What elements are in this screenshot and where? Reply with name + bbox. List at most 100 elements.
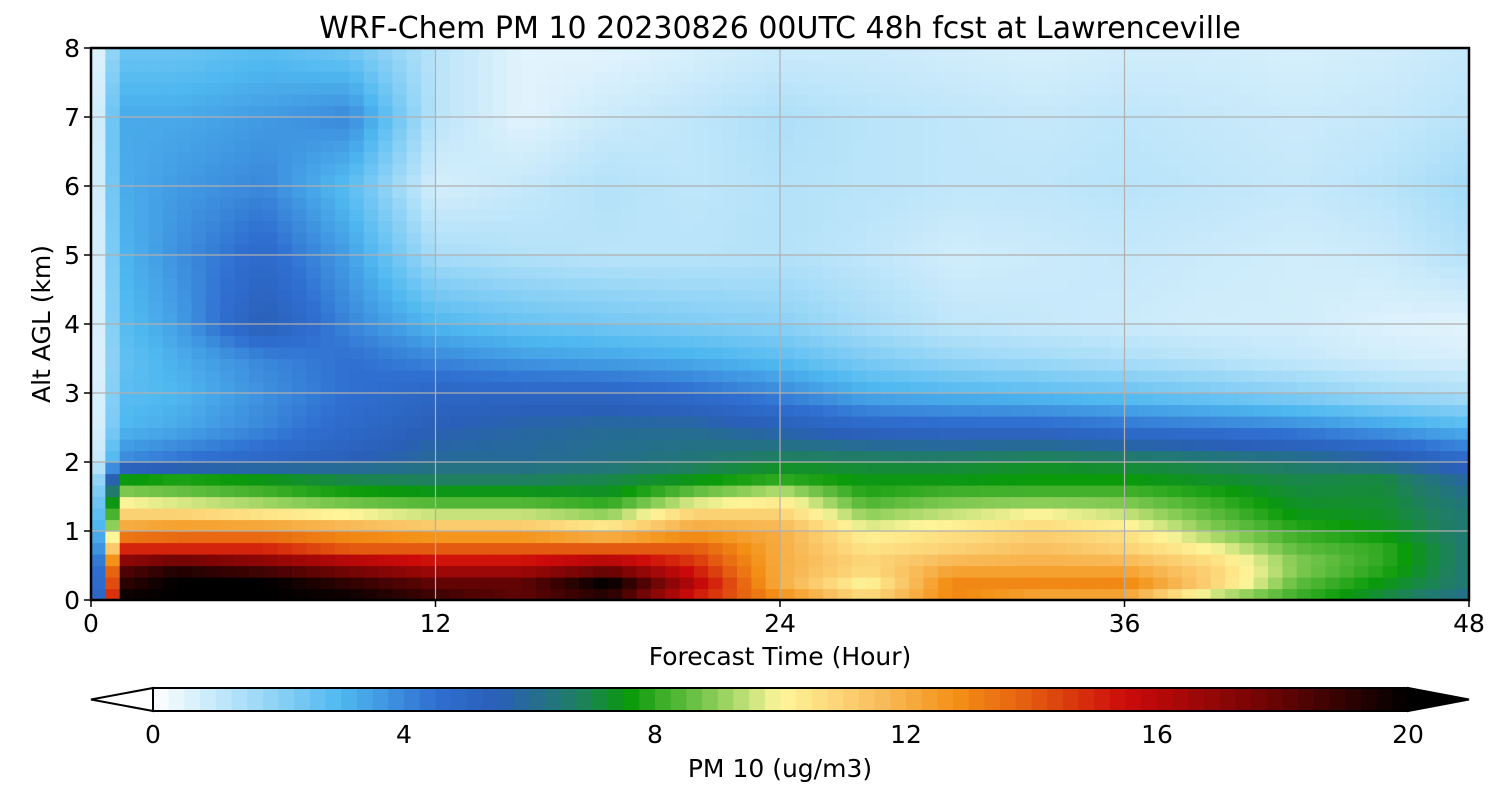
heatmap-cell (1067, 531, 1083, 544)
heatmap-cell (162, 508, 178, 521)
heatmap-cell (378, 370, 394, 383)
heatmap-cell (665, 588, 681, 601)
heatmap-cell (952, 450, 968, 463)
heatmap-cell (1454, 393, 1470, 406)
heatmap-cell (378, 278, 394, 291)
heatmap-cell (320, 174, 336, 187)
heatmap-cell (306, 94, 322, 107)
heatmap-cell (1454, 71, 1470, 84)
heatmap-cell (693, 301, 709, 314)
heatmap-cell (507, 243, 523, 256)
heatmap-cell (980, 473, 996, 486)
heatmap-cell (1024, 312, 1039, 325)
heatmap-cell (937, 140, 953, 153)
heatmap-cell (1181, 324, 1197, 337)
heatmap-cell (363, 554, 379, 567)
heatmap-cell (363, 588, 379, 601)
heatmap-cell (736, 531, 752, 544)
heatmap-cell (291, 174, 307, 187)
heatmap-cell (1110, 519, 1126, 532)
heatmap-cell (1311, 48, 1327, 61)
heatmap-cell (277, 151, 293, 164)
heatmap-cell (248, 508, 264, 521)
heatmap-cell (1397, 439, 1413, 452)
heatmap-cell (923, 220, 939, 233)
heatmap-cell (191, 220, 207, 233)
heatmap-cell (535, 439, 551, 452)
heatmap-cell (622, 82, 638, 95)
heatmap-cell (679, 174, 695, 187)
heatmap-cell (1024, 151, 1039, 164)
heatmap-cell (665, 48, 681, 61)
heatmap-cell (894, 404, 910, 417)
heatmap-cell (449, 71, 465, 84)
heatmap-cell (220, 565, 236, 578)
heatmap-cell (550, 117, 566, 130)
heatmap-cell (1110, 301, 1126, 314)
heatmap-cell (736, 255, 752, 268)
heatmap-cell (1224, 427, 1240, 440)
heatmap-cell (909, 358, 925, 371)
heatmap-cell (550, 301, 566, 314)
heatmap-cell (808, 48, 824, 61)
heatmap-cell (607, 439, 623, 452)
heatmap-cell (1196, 542, 1212, 555)
heatmap-cell (909, 220, 925, 233)
heatmap-cell (550, 347, 566, 360)
heatmap-cell (1282, 94, 1298, 107)
heatmap-cell (220, 232, 236, 245)
heatmap-cell (521, 450, 537, 463)
heatmap-cell (277, 301, 293, 314)
heatmap-cell (263, 496, 279, 509)
heatmap-cell (507, 335, 523, 348)
heatmap-cell (607, 358, 623, 371)
heatmap-cell (995, 370, 1011, 383)
heatmap-cell (765, 347, 781, 360)
heatmap-cell (363, 508, 379, 521)
heatmap-cell (894, 381, 910, 394)
heatmap-cell (1282, 519, 1298, 532)
heatmap-cell (823, 485, 839, 498)
heatmap-cell (1268, 48, 1283, 61)
heatmap-cell (1268, 370, 1283, 383)
heatmap-cell (1024, 370, 1039, 383)
heatmap-cell (392, 485, 408, 498)
heatmap-cell (751, 220, 767, 233)
heatmap-cell (550, 519, 566, 532)
heatmap-cell (550, 255, 566, 268)
heatmap-cell (894, 128, 910, 141)
heatmap-cell (1239, 163, 1255, 176)
heatmap-cell (291, 59, 307, 72)
heatmap-cell (205, 324, 221, 337)
heatmap-cell (349, 59, 365, 72)
heatmap-cell (1009, 163, 1025, 176)
heatmap-cell (1268, 416, 1283, 429)
heatmap-cell (248, 370, 264, 383)
heatmap-cell (1181, 508, 1197, 521)
heatmap-cell (1224, 324, 1240, 337)
heatmap-cell (478, 48, 494, 61)
heatmap-cell (1067, 278, 1083, 291)
heatmap-cell (1425, 255, 1441, 268)
heatmap-cell (564, 94, 580, 107)
heatmap-cell (851, 197, 867, 210)
heatmap-cell (105, 531, 121, 544)
heatmap-cell (1196, 174, 1212, 187)
heatmap-cell (693, 220, 709, 233)
heatmap-cell (291, 588, 307, 601)
heatmap-cell (1411, 416, 1427, 429)
heatmap-cell (205, 301, 221, 314)
heatmap-cell (191, 117, 207, 130)
heatmap-cell (1296, 393, 1312, 406)
heatmap-cell (1454, 347, 1470, 360)
heatmap-cell (1454, 554, 1470, 567)
heatmap-cell (808, 393, 824, 406)
heatmap-cell (636, 450, 652, 463)
heatmap-cell (866, 48, 882, 61)
heatmap-cell (679, 416, 695, 429)
heatmap-cell (1454, 370, 1470, 383)
colorbar-segment (780, 688, 797, 711)
heatmap-cell (105, 404, 121, 417)
heatmap-cell (248, 59, 264, 72)
heatmap-cell (291, 151, 307, 164)
